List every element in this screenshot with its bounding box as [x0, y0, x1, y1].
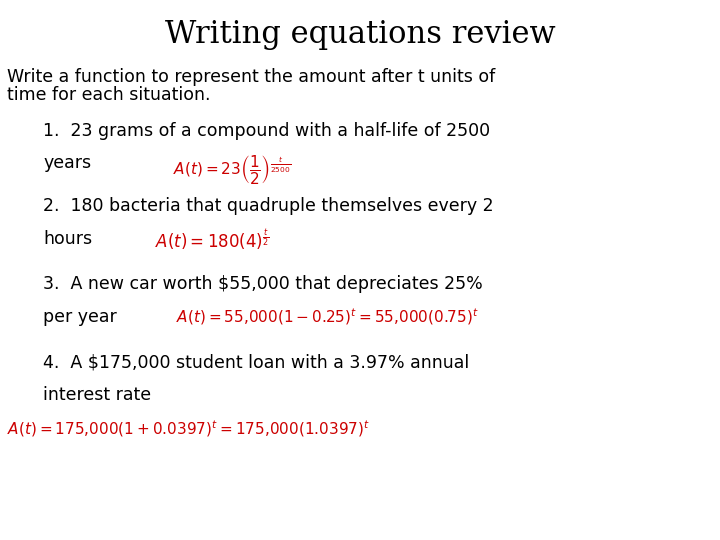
- Text: per year: per year: [43, 308, 117, 326]
- Text: $\mathit{A}(\mathit{t}) = 180(4)^{\frac{t}{2}}$: $\mathit{A}(\mathit{t}) = 180(4)^{\frac{…: [155, 227, 269, 252]
- Text: $\mathit{A}(\mathit{t}) = 55{,}000(1-0.25)^t= 55{,}000(0.75)^t$: $\mathit{A}(\mathit{t}) = 55{,}000(1-0.2…: [176, 307, 480, 327]
- Text: $\mathit{A}(\mathit{t}) = 23\left(\dfrac{1}{2}\right)^{\frac{t}{2500}}$: $\mathit{A}(\mathit{t}) = 23\left(\dfrac…: [173, 153, 291, 186]
- Text: Write a function to represent the amount after t units of: Write a function to represent the amount…: [7, 68, 495, 85]
- Text: hours: hours: [43, 230, 92, 247]
- Text: 1.  23 grams of a compound with a half-life of 2500: 1. 23 grams of a compound with a half-li…: [43, 122, 490, 139]
- Text: interest rate: interest rate: [43, 386, 151, 404]
- Text: $\mathit{A}(\mathit{t}) = 175{,}000(1+0.0397)^t= 175{,}000(1.0397)^t$: $\mathit{A}(\mathit{t}) = 175{,}000(1+0.…: [7, 418, 370, 439]
- Text: years: years: [43, 154, 91, 172]
- Text: 3.  A new car worth $55,000 that depreciates 25%: 3. A new car worth $55,000 that deprecia…: [43, 275, 483, 293]
- Text: 2.  180 bacteria that quadruple themselves every 2: 2. 180 bacteria that quadruple themselve…: [43, 197, 494, 215]
- Text: 4.  A $175,000 student loan with a 3.97% annual: 4. A $175,000 student loan with a 3.97% …: [43, 354, 469, 372]
- Text: time for each situation.: time for each situation.: [7, 86, 211, 104]
- Text: Writing equations review: Writing equations review: [165, 19, 555, 50]
